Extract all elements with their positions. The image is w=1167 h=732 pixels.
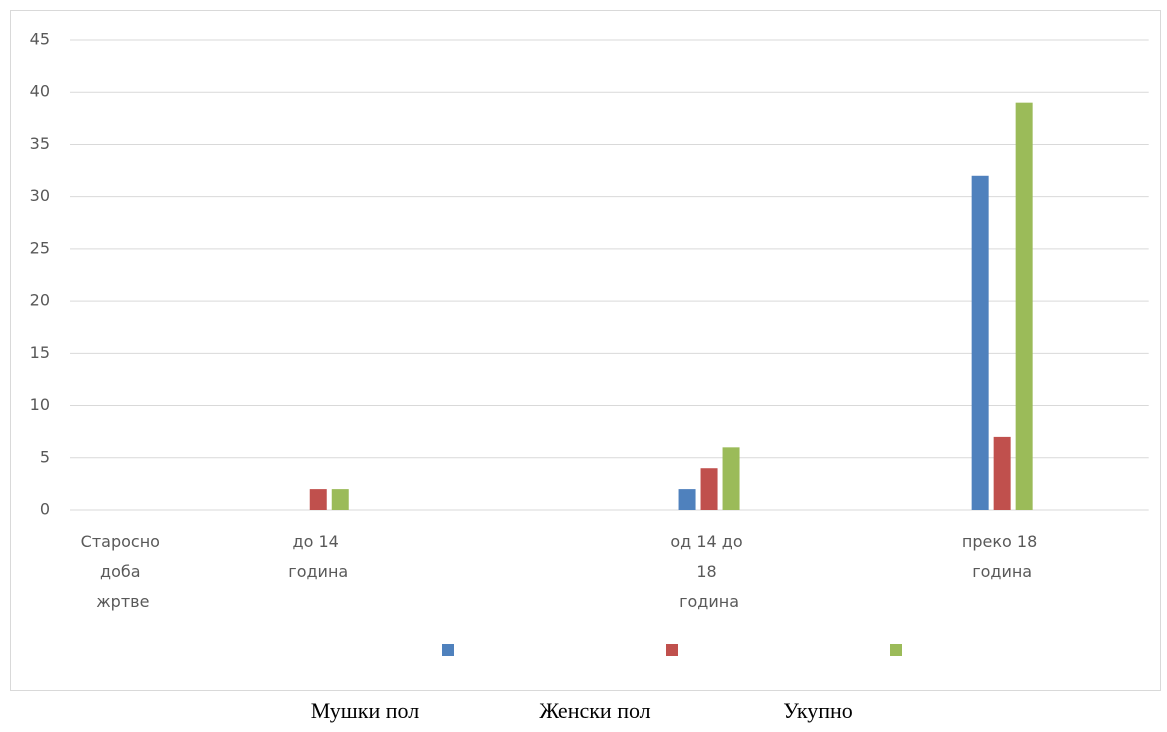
y-tick-label: 0 xyxy=(40,500,50,519)
y-tick-label: 25 xyxy=(30,238,50,257)
y-tick-label: 5 xyxy=(40,447,50,466)
legend-swatch xyxy=(666,644,678,656)
legend-name: Женски пол xyxy=(539,698,650,723)
x-tick-label: до 14 година xyxy=(288,532,348,581)
bar xyxy=(331,489,349,510)
legend-swatch xyxy=(442,644,454,656)
y-tick-label: 40 xyxy=(30,82,50,101)
legend-swatch xyxy=(890,644,902,656)
legend-name: Мушки пол xyxy=(311,698,419,723)
bar xyxy=(309,489,327,510)
y-tick-label: 15 xyxy=(30,343,50,362)
bar xyxy=(722,447,740,510)
y-tick-label: 35 xyxy=(30,134,50,153)
x-tick-label: од 14 до 18 година xyxy=(670,532,747,611)
bar xyxy=(971,175,989,510)
bar xyxy=(678,489,696,510)
x-tick-label: Старосно доба жртве xyxy=(81,532,165,611)
y-tick-label: 20 xyxy=(30,291,50,310)
bar xyxy=(993,436,1011,510)
y-tick-label: 30 xyxy=(30,186,50,205)
bar xyxy=(1015,102,1033,511)
bar xyxy=(700,468,718,510)
x-tick-label: преко 18 година xyxy=(962,532,1042,581)
y-tick-label: 10 xyxy=(30,395,50,414)
chart-border xyxy=(10,10,1161,691)
legend-name: Укупно xyxy=(783,698,853,723)
y-tick-label: 45 xyxy=(30,30,50,49)
